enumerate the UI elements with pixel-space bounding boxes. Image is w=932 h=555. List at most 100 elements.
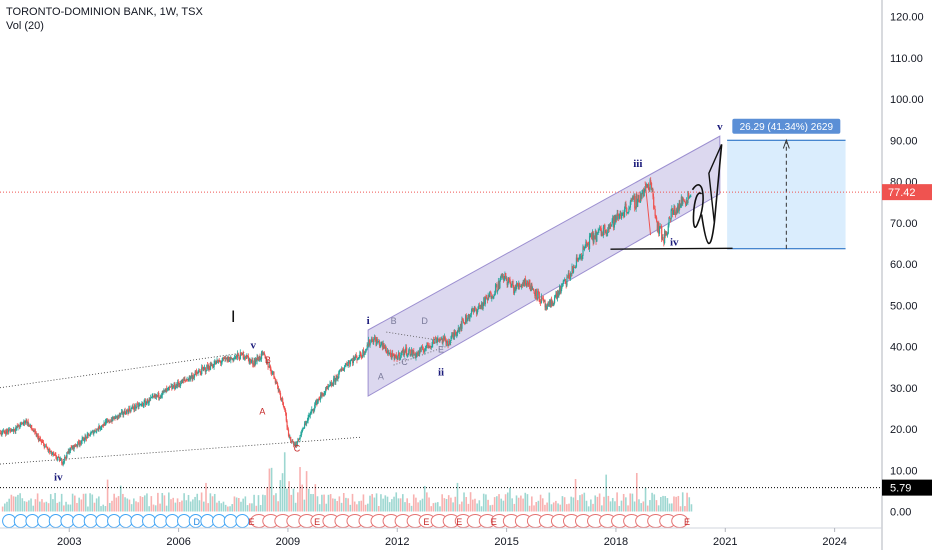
volume-bar: [417, 502, 419, 512]
volume-bar: [541, 498, 544, 512]
price-candle: [510, 283, 512, 288]
price-candle: [142, 405, 145, 407]
price-candle: [194, 371, 196, 375]
price-candle: [190, 375, 193, 377]
price-candle: [159, 397, 161, 398]
dividend-marker: [25, 513, 40, 528]
price-candle: [610, 224, 613, 226]
price-candle: [76, 445, 78, 447]
price-candle: [326, 386, 328, 389]
price-candle: [224, 358, 226, 359]
price-candle: [537, 291, 540, 292]
price-candle: [688, 197, 691, 199]
price-candle: [149, 398, 151, 400]
price-candle: [114, 417, 116, 419]
price-candle: [181, 380, 183, 384]
x-tick-label: 2024: [822, 536, 846, 548]
price-candle: [174, 383, 176, 389]
price-candle: [58, 456, 60, 458]
price-candle: [525, 283, 527, 286]
price-candle: [618, 215, 620, 219]
price-candle: [118, 413, 121, 417]
price-candle: [527, 283, 529, 285]
price-candle: [674, 206, 676, 215]
price-candle: [37, 435, 39, 437]
price-candle: [553, 297, 556, 304]
price-candle: [281, 398, 283, 400]
price-candle: [228, 357, 231, 362]
price-candle: [630, 198, 632, 202]
price-candle: [360, 355, 363, 357]
dividend-marker: [118, 513, 133, 528]
price-candle: [663, 241, 665, 244]
price-candle: [626, 212, 629, 214]
volume-bar: [286, 488, 288, 512]
volume-bar: [603, 496, 605, 512]
price-candle: [599, 227, 602, 229]
price-candle: [459, 327, 461, 332]
volume-bar: [487, 499, 489, 512]
price-candle: [322, 393, 324, 395]
measure-arrowhead: [782, 138, 790, 149]
price-candle: [533, 290, 535, 293]
price-candle: [537, 291, 539, 299]
price-candle: [119, 413, 121, 415]
price-candle: [643, 191, 645, 197]
price-candle: [158, 392, 160, 398]
price-candle: [86, 436, 88, 439]
price-candle: [437, 338, 439, 340]
volume-bar: [301, 484, 304, 512]
price-candle: [36, 435, 38, 437]
price-candle: [78, 442, 80, 445]
volume-bar: [187, 494, 190, 512]
price-candle: [161, 391, 164, 396]
volume-indicator-label[interactable]: Vol (20): [6, 20, 44, 32]
volume-bar: [557, 503, 559, 512]
price-candle: [331, 384, 333, 386]
price-candle: [211, 365, 213, 367]
price-candle: [623, 209, 626, 218]
price-candle: [263, 352, 266, 356]
volume-bar: [21, 498, 24, 512]
price-candle: [25, 419, 27, 423]
volume-bar: [146, 493, 148, 512]
price-candle: [355, 355, 357, 357]
price-candle: [102, 425, 104, 426]
price-candle: [363, 352, 365, 355]
volume-bar: [498, 494, 500, 512]
price-candle: [650, 180, 652, 183]
price-candle: [2, 431, 4, 434]
price-candle: [564, 278, 566, 280]
volume-bar: [369, 495, 371, 512]
price-candle: [567, 277, 569, 279]
price-candle: [180, 383, 182, 386]
price-candle: [656, 217, 658, 222]
price-candle: [154, 394, 156, 397]
price-candle: [128, 408, 130, 413]
price-candle: [191, 375, 193, 380]
price-candle: [48, 449, 51, 452]
price-candle: [519, 285, 521, 287]
price-candle: [301, 428, 303, 432]
price-candle: [451, 334, 453, 337]
volume-bar: [329, 494, 332, 512]
price-candle: [325, 388, 327, 393]
price-candle: [662, 237, 664, 242]
price-candle: [640, 193, 642, 199]
price-candle: [352, 357, 354, 364]
price-candle: [560, 288, 562, 293]
price-candle: [524, 278, 526, 284]
volume-bar: [159, 503, 161, 512]
price-candle: [320, 394, 322, 396]
price-candle: [392, 353, 395, 356]
price-candle: [583, 247, 585, 250]
price-candle: [268, 365, 271, 368]
hand-drawn-wave-v: [708, 144, 723, 223]
price-candle: [493, 295, 495, 297]
price-candle: [242, 352, 244, 355]
volume-bar: [546, 502, 548, 512]
wave-label-iv: iv: [54, 472, 63, 484]
iv-drop-line: [644, 181, 652, 236]
price-candle: [681, 196, 683, 204]
price-candle: [478, 305, 481, 307]
